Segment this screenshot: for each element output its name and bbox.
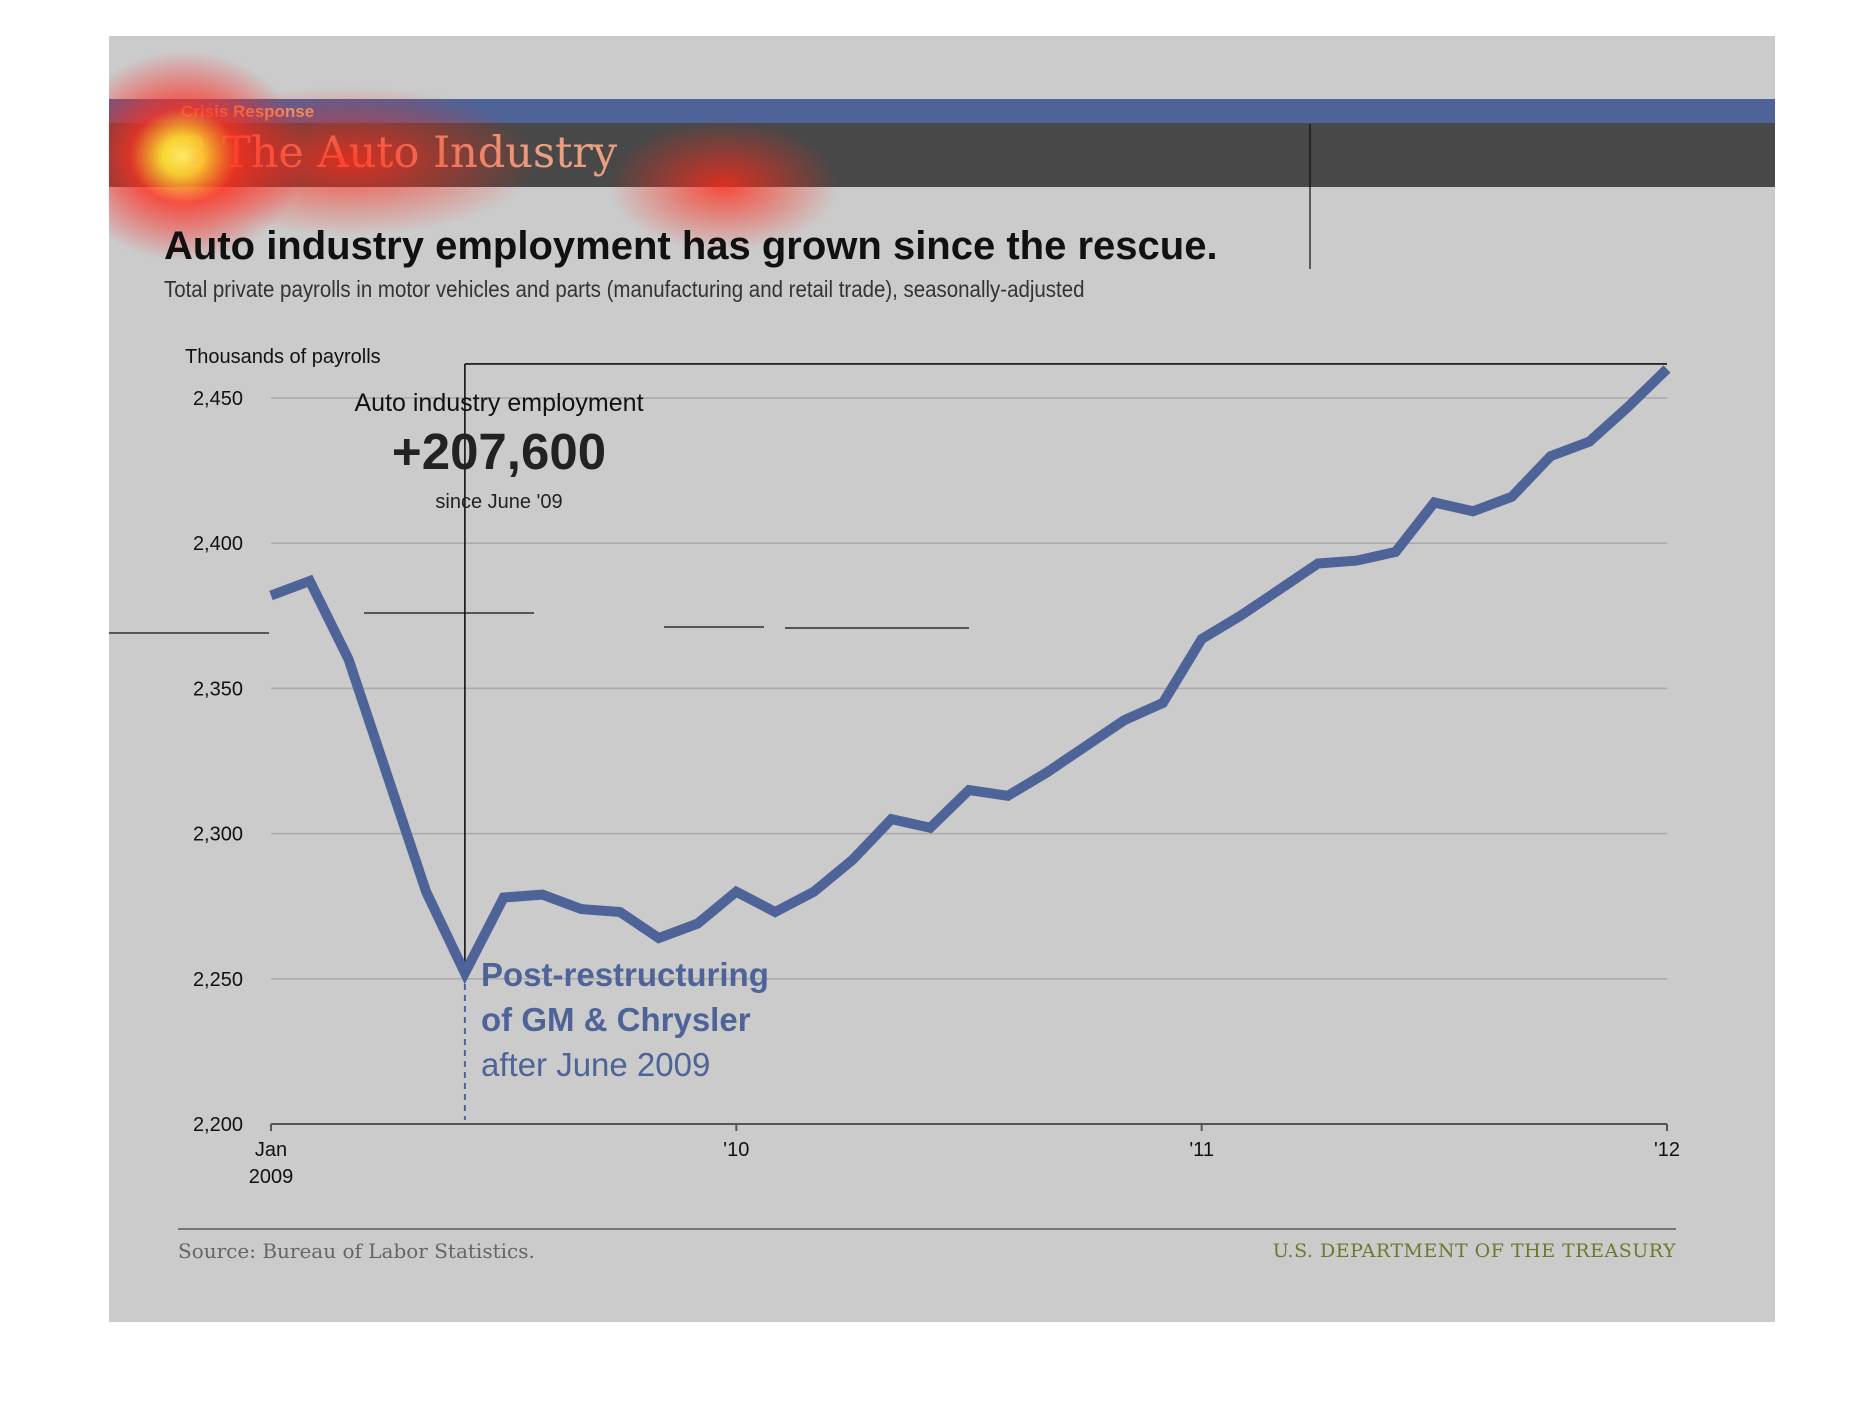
callout-value: +207,600 <box>392 423 606 480</box>
annotation-line-2: of GM & Chrysler <box>481 1001 751 1038</box>
y-tick-label: 2,350 <box>193 678 243 700</box>
callout-label: Auto industry employment <box>354 389 643 417</box>
x-tick-label: '10 <box>723 1139 749 1161</box>
footer-rule <box>178 1228 1676 1230</box>
y-tick-label: 2,450 <box>193 388 243 410</box>
y-tick-label: 2,300 <box>193 824 243 846</box>
series-line <box>269 365 1671 985</box>
callout-note: since June '09 <box>435 491 562 513</box>
y-tick-label: 2,250 <box>193 969 243 991</box>
axes: 2,200 2,250 2,300 2,350 2,400 2,450 Jan 2009 '10… <box>193 388 1680 1188</box>
chart-headline: Auto industry employment has grown since… <box>164 224 1218 268</box>
y-tick-label: 2,200 <box>193 1114 243 1136</box>
x-tick-label: '12 <box>1654 1139 1680 1161</box>
x-tick-label: 2009 <box>249 1166 294 1188</box>
y-axis-label: Thousands of payrolls <box>185 346 381 368</box>
chart-subhead: Total private payrolls in motor vehicles… <box>164 276 1085 302</box>
employment-line-chart: 2,200 2,250 2,300 2,350 2,400 2,450 Jan 2009 '10… <box>109 124 1680 1188</box>
slide: Crisis Response 3 The Auto Industry Auto… <box>109 36 1775 1322</box>
source-note: Source: Bureau of Labor Statistics. <box>178 1239 535 1263</box>
annotation-line-3: after June 2009 <box>481 1046 710 1083</box>
publisher-name: U.S. DEPARTMENT OF THE TREASURY <box>1272 1240 1676 1262</box>
callout-lines <box>109 124 1311 634</box>
series-line <box>269 365 1671 985</box>
x-tick-label: '11 <box>1189 1139 1214 1161</box>
annotation-line-1: Post-restructuring <box>481 956 769 993</box>
x-tick-label: Jan <box>255 1139 287 1161</box>
y-tick-label: 2,400 <box>193 533 243 555</box>
grid-lines <box>271 397 1667 980</box>
callout-box <box>463 363 1667 1120</box>
